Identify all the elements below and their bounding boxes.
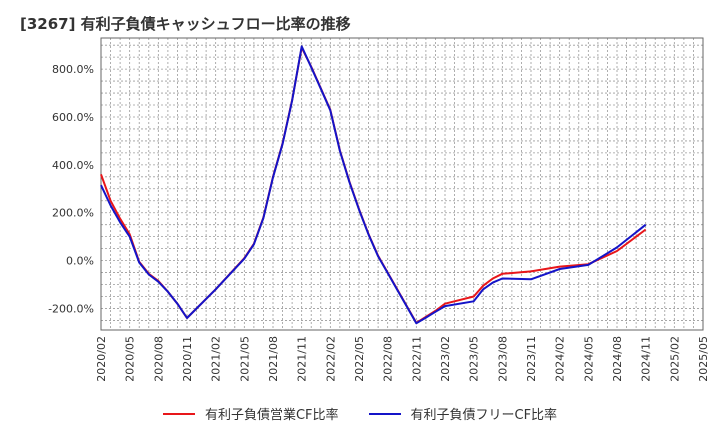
x-tick-label: 2022/08 bbox=[382, 336, 395, 382]
legend-item-free-cf: 有利子負債フリーCF比率 bbox=[368, 404, 558, 423]
series-line-0 bbox=[100, 46, 647, 324]
series-layer bbox=[100, 45, 647, 325]
y-axis-ticks: -200.0% 0.0% 200.0% 400.0% 600.0% 800.0% bbox=[48, 63, 94, 315]
x-tick-label: 2024/05 bbox=[582, 336, 595, 382]
x-tick-label: 2025/02 bbox=[668, 336, 681, 382]
x-tick-label: 2021/05 bbox=[238, 336, 251, 382]
x-tick-label: 2022/11 bbox=[410, 336, 423, 382]
x-tick-label: 2023/11 bbox=[525, 336, 538, 382]
y-tick-label: 800.0% bbox=[52, 63, 94, 76]
grid-lines bbox=[101, 38, 703, 330]
x-tick-label: 2024/11 bbox=[640, 336, 653, 382]
chart-title: [3267] 有利子負債キャッシュフロー比率の推移 bbox=[20, 15, 351, 33]
legend-item-operating-cf: 有利子負債営業CF比率 bbox=[162, 404, 339, 423]
x-tick-label: 2020/05 bbox=[124, 336, 137, 382]
x-tick-label: 2021/08 bbox=[267, 336, 280, 382]
x-tick-label: 2022/02 bbox=[324, 336, 337, 382]
y-tick-label: 600.0% bbox=[52, 111, 94, 124]
x-tick-label: 2025/05 bbox=[697, 336, 710, 382]
series-line-1 bbox=[100, 45, 647, 325]
y-tick-label: 400.0% bbox=[52, 159, 94, 172]
legend: 有利子負債営業CF比率 有利子負債フリーCF比率 bbox=[0, 404, 720, 423]
x-tick-label: 2023/08 bbox=[496, 336, 509, 382]
x-tick-label: 2023/02 bbox=[439, 336, 452, 382]
x-axis-ticks: 2020/02 2020/05 2020/08 2020/11 2021/02 2021/… bbox=[95, 336, 710, 382]
x-tick-label: 2022/05 bbox=[353, 336, 366, 382]
legend-label-free-cf: 有利子負債フリーCF比率 bbox=[410, 408, 558, 423]
x-tick-label: 2020/02 bbox=[95, 336, 108, 382]
chart-canvas: -200.0% 0.0% 200.0% 400.0% 600.0% 800.0% 2020… bbox=[48, 37, 710, 382]
x-tick-label: 2023/05 bbox=[468, 336, 481, 382]
legend-swatch-free-cf bbox=[368, 412, 401, 415]
plot-area bbox=[100, 37, 704, 331]
legend-swatch-operating-cf bbox=[162, 412, 195, 415]
y-tick-label: 200.0% bbox=[52, 207, 94, 220]
y-tick-label: 0.0% bbox=[66, 255, 94, 268]
legend-label-operating-cf: 有利子負債営業CF比率 bbox=[204, 408, 339, 423]
x-tick-label: 2021/11 bbox=[296, 336, 309, 382]
x-tick-label: 2020/08 bbox=[152, 336, 165, 382]
x-tick-label: 2020/11 bbox=[181, 336, 194, 382]
y-tick-label: -200.0% bbox=[48, 302, 94, 315]
x-tick-label: 2021/02 bbox=[210, 336, 223, 382]
x-tick-label: 2024/02 bbox=[554, 336, 567, 382]
x-tick-label: 2024/08 bbox=[611, 336, 624, 382]
